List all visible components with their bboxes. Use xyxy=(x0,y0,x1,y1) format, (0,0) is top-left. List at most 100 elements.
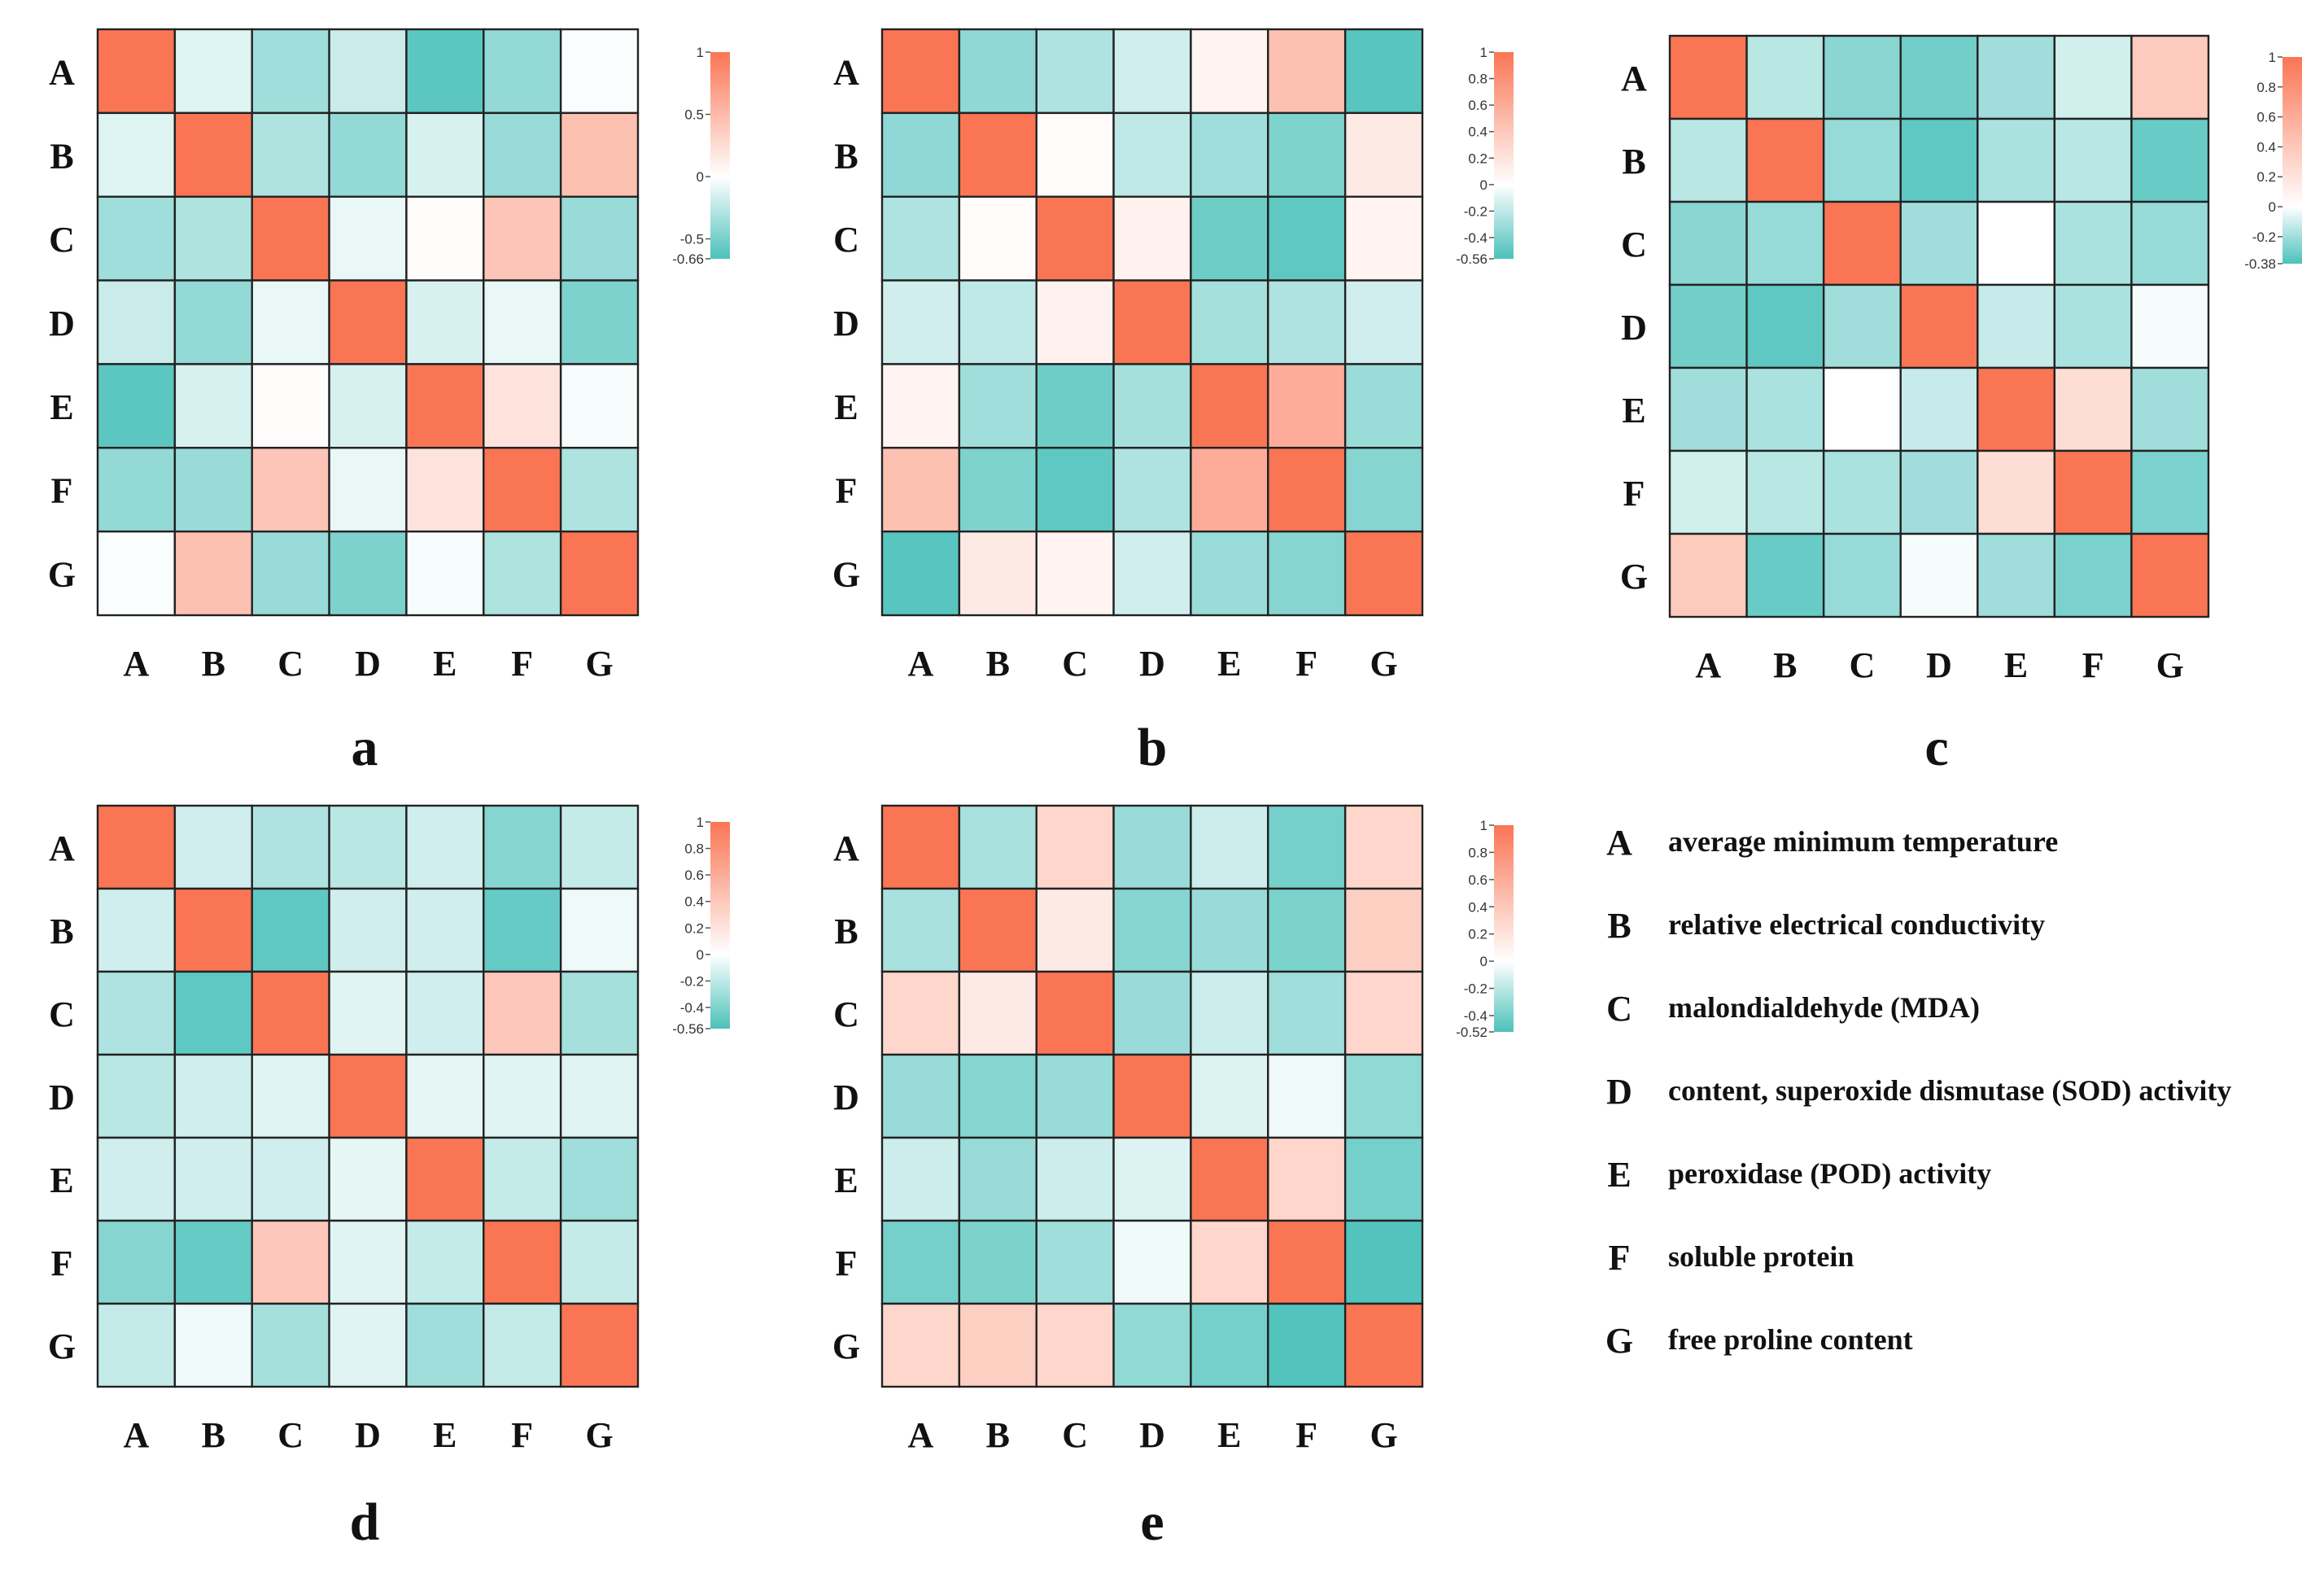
colorbar-tick-label: 0.5 xyxy=(684,107,704,123)
heatmap-cell xyxy=(96,1136,177,1222)
heatmap-cell xyxy=(328,279,408,365)
heatmap-cell xyxy=(405,195,485,282)
heatmap-cell xyxy=(328,1136,408,1222)
colorbar-tick-label: -0.4 xyxy=(1464,230,1487,246)
heatmap-cell xyxy=(1745,200,1825,286)
heatmap-cell xyxy=(483,195,562,282)
colorbar-tick-label: 0.2 xyxy=(1468,151,1487,166)
heatmap-cell xyxy=(405,1136,485,1222)
row-label: G xyxy=(832,555,860,595)
heatmap-cell xyxy=(1822,34,1902,120)
colorbar-tick-label: 0.4 xyxy=(1468,125,1487,140)
heatmap-cell xyxy=(96,970,177,1056)
column-label: C xyxy=(1062,644,1088,684)
heatmap-cell xyxy=(880,530,961,617)
heatmap-cell xyxy=(96,887,177,973)
heatmap-cell xyxy=(1035,28,1115,115)
heatmap-cell xyxy=(173,1053,253,1139)
heatmap-cell xyxy=(1343,804,1424,890)
column-label: B xyxy=(202,644,225,684)
colorbar xyxy=(710,52,730,259)
heatmap-cell xyxy=(559,530,640,617)
heatmap-cell xyxy=(1190,363,1269,449)
heatmap-cell xyxy=(96,28,177,115)
colorbar-tick-label: 0 xyxy=(1480,954,1487,969)
panel-label: d xyxy=(350,1493,380,1552)
heatmap-cell xyxy=(1977,117,2056,203)
heatmap-cell xyxy=(1035,530,1115,617)
colorbar-tick-label: 0.6 xyxy=(1468,872,1487,888)
row-label: C xyxy=(49,220,75,260)
row-label: C xyxy=(833,220,859,260)
heatmap-cell xyxy=(1343,530,1424,617)
heatmap-cell xyxy=(958,1302,1038,1388)
row-label: D xyxy=(49,304,75,343)
heatmap-cell xyxy=(1343,279,1424,365)
heatmap-cell xyxy=(328,970,408,1056)
heatmap-cell xyxy=(251,363,330,449)
legend-description: relative electrical conductivity xyxy=(1668,908,2045,941)
heatmap-cell xyxy=(405,530,485,617)
heatmap-cell xyxy=(1112,447,1192,533)
heatmap-cell xyxy=(173,447,253,533)
row-label: C xyxy=(1621,225,1647,264)
heatmap-cell xyxy=(405,887,485,973)
heatmap-cell xyxy=(1977,283,2056,369)
legend-description: malondialdehyde (MDA) xyxy=(1668,991,1980,1024)
heatmap-cell xyxy=(1977,200,2056,286)
heatmap-cell xyxy=(880,447,961,533)
heatmap-cell xyxy=(251,804,330,890)
heatmap-cell xyxy=(1745,34,1825,120)
heatmap-cell xyxy=(405,279,485,365)
row-label: G xyxy=(832,1326,860,1366)
heatmap-cell xyxy=(1822,449,1902,535)
heatmap-cell xyxy=(958,363,1038,449)
panel-label: b xyxy=(1138,718,1168,777)
heatmap-cell xyxy=(2053,117,2133,203)
heatmap-cell xyxy=(559,1302,640,1388)
heatmap-cell xyxy=(328,1302,408,1388)
column-label: D xyxy=(355,1415,381,1455)
heatmap-cell xyxy=(405,1302,485,1388)
heatmap-cell xyxy=(405,1219,485,1305)
heatmap-cell xyxy=(958,1053,1038,1139)
heatmap-cell xyxy=(1112,970,1192,1056)
legend-key: B xyxy=(1607,906,1631,946)
heatmap-cell xyxy=(2053,283,2133,369)
heatmap-cell xyxy=(1267,1136,1347,1222)
heatmap-cell xyxy=(1745,366,1825,452)
heatmap-cell xyxy=(2130,117,2210,203)
heatmap-cell xyxy=(559,1053,640,1139)
column-label: E xyxy=(1217,1415,1241,1455)
heatmap-cell xyxy=(1267,530,1347,617)
heatmap-cell xyxy=(1343,970,1424,1056)
heatmap-cell xyxy=(1745,283,1825,369)
heatmap-cell xyxy=(1190,1302,1269,1388)
row-label: B xyxy=(834,911,858,951)
heatmap-cell xyxy=(251,970,330,1056)
heatmap-cell xyxy=(251,447,330,533)
heatmap-cell xyxy=(1190,279,1269,365)
heatmap-cell xyxy=(328,804,408,890)
column-label: G xyxy=(2156,645,2184,685)
heatmap-cell xyxy=(483,447,562,533)
colorbar-tick-label: 1 xyxy=(2269,50,2276,65)
heatmap-cell xyxy=(328,447,408,533)
column-label: B xyxy=(1773,645,1797,685)
heatmap-cell xyxy=(96,111,177,198)
colorbar-tick-label: 1 xyxy=(1480,818,1487,833)
heatmap-cell xyxy=(1822,200,1902,286)
heatmap-cell xyxy=(2053,366,2133,452)
heatmap-cell xyxy=(173,279,253,365)
heatmap-cell xyxy=(1267,363,1347,449)
heatmap-cell xyxy=(2130,366,2210,452)
legend-description: peroxidase (POD) activity xyxy=(1668,1157,1991,1190)
heatmap-cell xyxy=(483,363,562,449)
legend-key: G xyxy=(1605,1321,1633,1361)
heatmap-cell xyxy=(880,28,961,115)
colorbar xyxy=(1494,825,1514,1032)
heatmap-cell xyxy=(958,195,1038,282)
heatmap-cell xyxy=(405,28,485,115)
heatmap-cell xyxy=(1112,363,1192,449)
row-label: C xyxy=(833,994,859,1034)
